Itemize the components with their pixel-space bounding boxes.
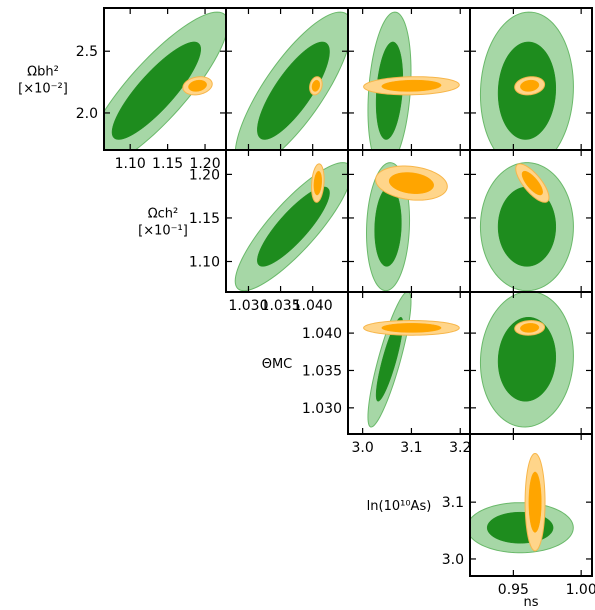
y-tick-label: 3.1 (442, 495, 464, 511)
panel-ns-vs-theta (479, 292, 574, 428)
panel-theta-vs-omb (234, 11, 348, 150)
y-tick-label: 1.15 (189, 211, 220, 227)
green-68-contour (111, 41, 202, 140)
x-tick-label: 3.1 (400, 440, 422, 456)
axis-label-lnA: ln(10¹⁰As) (367, 499, 432, 514)
green-68-contour (257, 41, 330, 140)
orange-68-contour (520, 79, 540, 92)
contour-layer (104, 11, 574, 554)
axis-label-omc: Ωch² (148, 207, 179, 222)
y-tick-label: 2.0 (76, 106, 98, 122)
x-tick-label: 3.2 (449, 440, 471, 456)
x-tick-label: 1.10 (115, 156, 146, 172)
panel-lnA-vs-omb (363, 11, 460, 150)
x-tick-label: 1.035 (261, 298, 301, 314)
axis-label-omc: [×10⁻¹] (138, 224, 188, 239)
x-tick-label: 1.040 (293, 298, 333, 314)
axis-label-theta: ΘMC (262, 357, 293, 372)
orange-68-contour (381, 79, 442, 92)
panel-ns-vs-lnA (470, 452, 574, 554)
panel-omc-vs-omb (104, 11, 226, 150)
axis-label-ns: ns (523, 595, 538, 610)
x-tick-label: 1.15 (152, 156, 183, 172)
y-tick-label: 3.0 (442, 552, 464, 568)
orange-68-contour (311, 79, 321, 92)
x-tick-label: 0.95 (498, 582, 529, 598)
x-tick-label: 1.20 (189, 156, 220, 172)
axis-label-omb: Ωbh² (27, 65, 59, 80)
panel-lnA-vs-omc (365, 162, 448, 292)
orange-68-contour (528, 471, 542, 533)
x-tick-label: 3.0 (352, 440, 374, 456)
panel-theta-vs-omc (234, 162, 348, 292)
panel-lnA-vs-theta (363, 292, 460, 428)
y-tick-label: 1.030 (302, 401, 342, 417)
orange-68-contour (188, 79, 207, 92)
tick-layer (104, 8, 592, 576)
label-layer: 2.02.51.101.151.201.0301.0351.0403.03.11… (18, 44, 595, 610)
panel-frames (103, 7, 593, 577)
y-tick-label: 1.035 (302, 363, 342, 379)
panel-ns-vs-omc (479, 162, 574, 292)
y-tick-label: 2.5 (76, 44, 98, 60)
y-tick-label: 1.10 (189, 255, 220, 271)
y-tick-label: 1.040 (302, 326, 342, 342)
y-tick-label: 1.20 (189, 167, 220, 183)
orange-68-contour (313, 170, 322, 196)
orange-68-contour (381, 323, 442, 333)
green-68-contour (497, 316, 557, 402)
axis-label-omb: [×10⁻²] (18, 82, 68, 97)
panel-ns-vs-omb (479, 11, 574, 150)
x-tick-label: 1.00 (566, 582, 595, 598)
orange-68-contour (388, 172, 434, 194)
orange-68-contour (520, 323, 540, 333)
panel-frame (469, 433, 593, 577)
orange-68-contour (521, 170, 543, 196)
x-tick-label: 1.030 (228, 298, 268, 314)
